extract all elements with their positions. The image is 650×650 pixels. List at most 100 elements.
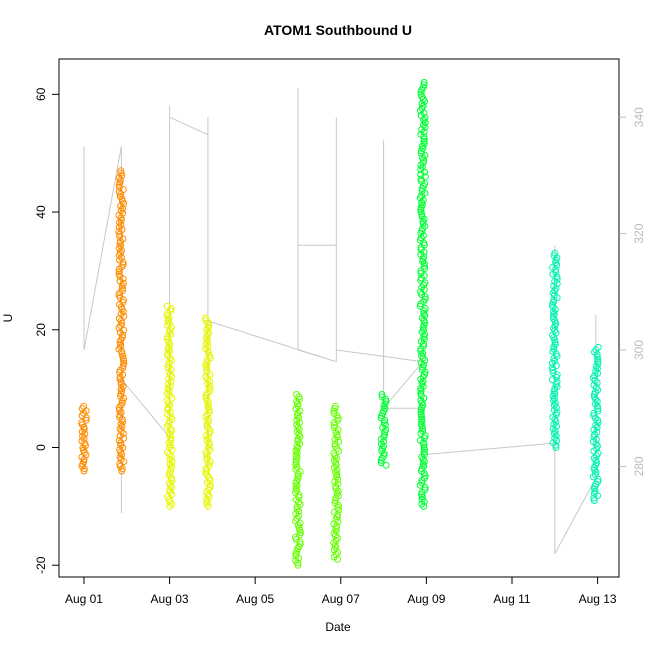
data-point	[165, 472, 173, 480]
data-point	[165, 359, 173, 367]
data-point	[117, 390, 125, 398]
data-point	[119, 186, 127, 194]
data-point	[117, 387, 125, 395]
y2-tick-label: 340	[632, 107, 646, 127]
data-point	[551, 415, 559, 423]
data-point	[330, 539, 338, 547]
data-point	[418, 314, 426, 322]
data-point	[549, 263, 557, 271]
data-point	[201, 314, 209, 322]
data-point	[420, 326, 428, 334]
data-point	[117, 420, 125, 428]
data-point	[553, 371, 561, 379]
data-point	[332, 527, 340, 535]
data-point	[120, 359, 128, 367]
data-point	[550, 345, 558, 353]
data-point	[421, 114, 429, 122]
data-point	[417, 170, 425, 178]
data-point	[594, 478, 602, 486]
data-point	[166, 432, 174, 440]
data-point	[332, 428, 340, 436]
point-cluster	[377, 391, 390, 469]
data-point	[167, 378, 175, 386]
data-point	[116, 218, 123, 226]
data-point	[117, 310, 125, 318]
data-point	[118, 284, 126, 292]
data-point	[552, 259, 560, 267]
data-point	[330, 424, 338, 431]
data-point	[119, 258, 127, 266]
data-point	[419, 159, 427, 167]
data-point	[204, 380, 212, 388]
data-point	[119, 261, 127, 269]
data-point	[417, 408, 425, 416]
data-point	[417, 90, 425, 98]
data-point	[293, 391, 300, 398]
data-point	[168, 474, 175, 482]
data-point	[331, 402, 339, 410]
data-point	[292, 458, 300, 466]
data-point	[206, 408, 213, 416]
data-point	[118, 399, 126, 407]
data-point	[551, 338, 559, 346]
y-tick-label: -20	[34, 556, 48, 574]
data-point	[334, 426, 342, 434]
data-point	[330, 419, 338, 427]
data-point	[204, 331, 212, 338]
data-point	[417, 246, 425, 254]
gray-line-segment	[83, 146, 122, 513]
data-point	[420, 83, 427, 91]
data-point	[590, 454, 598, 462]
data-point	[592, 435, 600, 443]
data-point	[420, 79, 428, 86]
x-axis: Aug 01 Aug 03 Aug 05 Aug 07 Aug 09 Aug 11 Aug …	[65, 576, 617, 606]
data-point	[203, 335, 211, 343]
data-point	[165, 429, 173, 437]
data-point	[330, 464, 338, 471]
data-point	[117, 169, 125, 177]
data-point	[594, 343, 602, 351]
data-point	[117, 214, 125, 222]
data-point	[380, 419, 388, 427]
data-point	[420, 137, 428, 145]
data-point	[418, 413, 425, 421]
data-point	[594, 369, 602, 377]
y-tick-label: 20	[34, 323, 48, 337]
y2-tick-label: 320	[632, 223, 646, 243]
data-point	[203, 366, 211, 374]
data-point	[116, 233, 124, 240]
data-point	[203, 359, 211, 367]
data-point	[163, 302, 171, 310]
data-point	[296, 440, 304, 448]
data-point	[331, 442, 339, 450]
data-point	[330, 529, 338, 537]
data-point	[330, 409, 338, 417]
data-point	[420, 340, 428, 348]
x-tick-label: Aug 03	[151, 592, 189, 606]
data-point	[119, 287, 126, 294]
data-point	[417, 288, 425, 296]
data-point	[80, 402, 88, 410]
data-point	[378, 391, 386, 398]
data-point	[548, 359, 556, 367]
y2-tick-label: 280	[632, 456, 646, 476]
data-point	[420, 128, 428, 136]
data-point	[117, 408, 125, 416]
y-tick-label: 60	[34, 87, 48, 101]
data-point	[421, 446, 428, 454]
data-point	[294, 559, 302, 567]
data-point	[294, 409, 302, 417]
y-tick-label: 0	[34, 444, 48, 451]
data-point	[418, 192, 425, 200]
data-point	[206, 382, 214, 390]
x-tick-label: Aug 13	[579, 592, 617, 606]
data-point	[118, 350, 126, 358]
data-point	[163, 389, 171, 397]
data-point	[418, 415, 426, 423]
data-point	[419, 258, 427, 265]
data-point	[331, 435, 339, 443]
data-point	[168, 394, 176, 402]
data-point	[591, 393, 598, 401]
data-point	[549, 439, 557, 447]
